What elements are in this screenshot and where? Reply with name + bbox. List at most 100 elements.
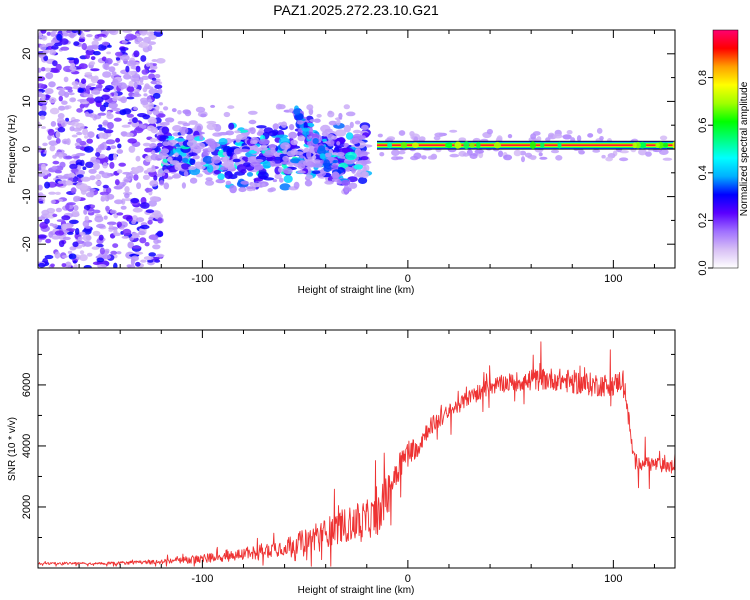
spectrogram-blob [136,182,142,190]
spectrogram-blob [70,168,79,173]
spectrogram-blob [62,236,71,241]
spectrogram-blob [92,209,101,214]
colorbar-label: Normalized spectral amplitude [739,81,750,216]
spectrogram-blob [155,105,160,111]
spectrogram-blob [256,131,265,137]
spectrogram-blob [337,168,344,174]
spectrogram-blob [79,103,85,109]
spectrogram-blob [427,155,437,160]
spectrogram-blob [213,169,221,175]
spectrogram-blob [130,197,140,204]
snr-series-line [38,341,675,567]
spectrogram-blob [102,184,109,189]
spectrogram-blob [39,115,46,120]
spectrogram-blob [83,93,89,97]
spectrogram-blob [90,204,96,208]
spectrogram-blob [72,85,80,90]
x-tick-label: -100 [191,573,213,585]
spectrogram-blob [140,259,147,263]
spectrogram-blob [357,150,368,158]
spectrogram-blob [54,170,63,174]
spectrogram-blob [345,111,356,117]
spectrogram-blob [246,172,254,177]
spectrogram-blob [86,93,94,98]
spectrogram-blob [123,179,129,183]
spectrogram-blob [52,213,58,218]
spectrogram-blob [282,168,293,174]
spectrogram-blob [92,159,101,164]
y-tick-label: 20 [21,48,33,60]
spectrogram-blob [152,63,157,67]
spectrogram-blob [224,161,230,168]
spectrogram-blob [90,56,96,61]
spectrogram-blob [137,113,147,118]
spectrogram-blob [159,137,166,142]
spectrogram-blob [156,239,162,244]
spectrogram-blob [253,147,262,152]
spectrogram-blob [61,263,67,268]
spectrogram-blob [278,167,284,173]
spectrogram-blob [343,124,351,133]
spectrogram-blob [145,62,151,67]
spectrogram-blob [140,100,149,106]
spectrogram-blob [79,254,88,262]
spectrogram-blob [215,178,226,184]
spectrogram-blob [156,81,163,85]
spectrogram-blob [645,151,652,157]
spectrogram-blob [77,99,88,102]
spectrogram-blob [83,265,92,268]
spectrogram-blob [118,162,126,167]
spectrogram-blob [280,161,291,165]
spectrogram-blob [253,159,264,163]
spectrogram-blob [228,122,235,130]
spectrogram-blob [65,180,73,186]
spectrogram-blob [306,104,314,111]
spectrogram-blob [105,58,113,65]
spectrogram-blob [218,138,228,145]
spectrogram-blob [102,254,111,260]
spectrogram-blob [132,207,143,213]
spectrogram-blob [109,209,117,214]
spectrogram-blob [61,255,68,259]
spectrogram-blob [50,263,55,268]
spectrogram-blob [116,149,124,154]
spectrogram-blob [331,152,339,156]
spectrogram-blob [200,161,206,165]
spectrogram-blob [279,177,284,183]
spectrogram-blob [338,112,343,120]
spectrogram-blob [67,231,74,235]
spectrogram-blob [147,41,156,45]
spectrogram-blob [503,154,513,161]
spectrogram-blob [97,264,107,268]
spectrogram-blob [126,86,135,93]
spectrogram-blob [44,88,54,95]
spectrogram-blob [538,152,543,157]
spectrogram-blob [303,121,308,130]
spectrogram-blob [108,228,113,232]
spectrogram-blob [38,172,46,177]
spectrogram-blob [250,156,257,160]
spectrogram-blob [142,142,151,147]
spectrogram-blob [132,167,141,173]
spectrogram-blob [135,65,141,73]
spectrogram-blob [92,163,100,170]
spectrogram-blob [149,69,156,73]
y-tick-label: 6000 [21,373,33,397]
spectrogram-blob [64,105,70,110]
spectrogram-blob [151,59,158,62]
spectrogram-blob [293,181,300,189]
spectrogram-blob [540,142,545,148]
spectrogram-blob [51,165,58,170]
spectrogram-blob [113,153,118,161]
spectrogram-blob [169,160,180,166]
spectrogram-blob [205,177,213,182]
spectrogram-blob [279,183,291,191]
spectrogram-blob [70,187,77,194]
spectrogram-blob [377,133,383,138]
spectrogram-blob [48,140,59,146]
spectrogram-blob [163,182,170,190]
spectrogram-blob [81,42,88,51]
spectrogram-blob [154,84,163,89]
spectrogram-blob [226,148,232,157]
spectrogram-blob [69,97,76,103]
